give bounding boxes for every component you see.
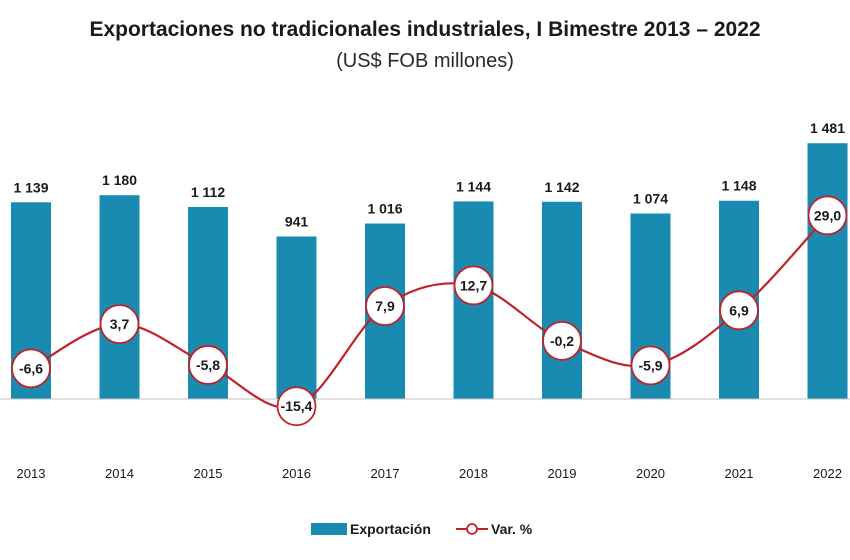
bar-2019 [542,201,582,399]
var-label-2021: 6,9 [729,302,749,318]
var-label-2015: -5,8 [196,357,220,373]
var-label-2017: 7,9 [375,298,395,314]
var-label-2018: 12,7 [460,277,487,293]
var-marker-2021 [719,290,759,331]
var-label-2020: -5,9 [638,357,662,373]
tick-labels: 2013 2014 2015 2016 2017 2018 2019 2020 2021 2022 [17,466,842,481]
var-marker-2018 [453,265,494,306]
legend-swatch-exportacion [311,523,347,535]
x-tick-2022: 2022 [813,466,842,481]
legend-label-exportacion: Exportación [350,521,431,537]
var-marker-2019 [542,320,582,361]
var-marker-2022 [807,195,848,236]
x-tick-2015: 2015 [194,466,223,481]
var-marker-2017 [365,286,405,326]
legend-label-var: Var. % [491,521,533,537]
line-layer: -6,6 3,7 -5,8 -15,4 7,9 12,7 -0,2 -5,9 6,9 29,0 [11,195,848,427]
bar-label-2017: 1 016 [367,201,402,217]
bar-label-2022: 1 481 [810,120,845,136]
bar-label-2014: 1 180 [102,172,137,188]
x-tick-2018: 2018 [459,466,488,481]
var-marker-2014 [99,304,140,344]
x-tick-2020: 2020 [636,466,665,481]
x-tick-2019: 2019 [548,466,577,481]
var-label-2019: -0,2 [550,333,574,349]
legend: Exportación Var. % [311,521,533,537]
bar-label-2020: 1 074 [633,191,668,207]
var-label-2022: 29,0 [814,207,841,223]
var-marker-2013 [11,348,51,389]
x-tick-2017: 2017 [371,466,400,481]
bar-label-2018: 1 144 [456,178,491,194]
x-tick-2016: 2016 [282,466,311,481]
legend-swatch-var-marker [466,523,478,535]
bar-label-2016: 941 [285,213,309,229]
bars-layer: 1 139 1 180 1 112 941 1 016 1 144 1 142 1 074 1 … [11,120,848,399]
var-label-2016: -15,4 [281,398,313,414]
var-marker-2020 [630,345,671,386]
var-line [30,214,829,409]
bar-label-2015: 1 112 [191,184,225,200]
bar-label-2013: 1 139 [13,179,48,195]
bar-label-2019: 1 142 [544,179,579,195]
bar-2014 [99,195,140,399]
bar-label-2021: 1 148 [721,178,756,194]
bar-2016 [276,236,317,399]
var-label-2013: -6,6 [19,360,43,376]
chart-title: Exportaciones no tradicionales industria… [89,18,761,41]
x-tick-2014: 2014 [105,466,134,481]
var-label-2014: 3,7 [110,316,130,332]
x-tick-2013: 2013 [17,466,46,481]
var-marker-2015 [188,345,228,385]
x-tick-2021: 2021 [725,466,754,481]
var-marker-2016 [276,386,317,427]
chart-subtitle: (US$ FOB millones) [336,50,514,72]
bar-2022 [807,143,848,399]
